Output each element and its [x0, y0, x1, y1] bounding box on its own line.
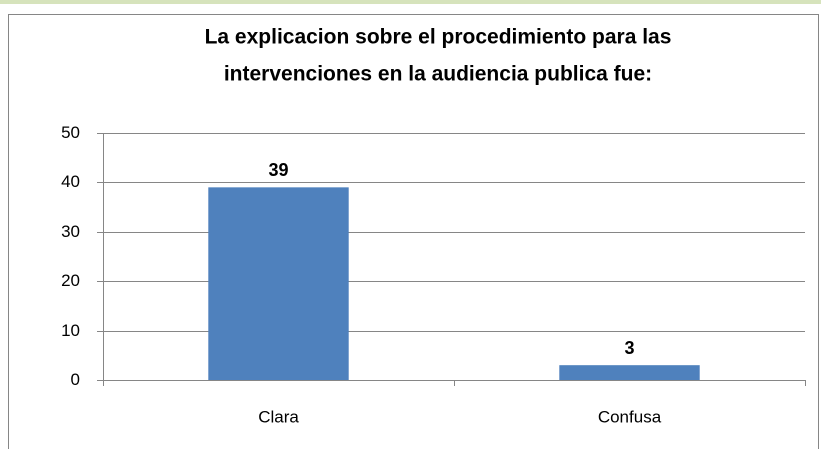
- y-tick-label: 10: [61, 321, 80, 340]
- sheet-strip: [0, 0, 821, 4]
- chart-title: intervenciones en la audiencia publica f…: [224, 63, 652, 86]
- value-label: 39: [268, 160, 288, 180]
- bar: [208, 187, 349, 380]
- chart-title: La explicacion sobre el procedimiento pa…: [205, 26, 672, 49]
- x-tick-label: Clara: [258, 407, 299, 426]
- y-tick-label: 20: [61, 271, 80, 290]
- bar: [559, 365, 700, 380]
- x-tick-label: Confusa: [598, 407, 662, 426]
- y-tick-label: 30: [61, 222, 80, 241]
- y-tick-label: 40: [61, 172, 80, 191]
- value-label: 3: [624, 338, 634, 358]
- y-tick-label: 0: [71, 370, 80, 389]
- y-tick-label: 50: [61, 123, 80, 142]
